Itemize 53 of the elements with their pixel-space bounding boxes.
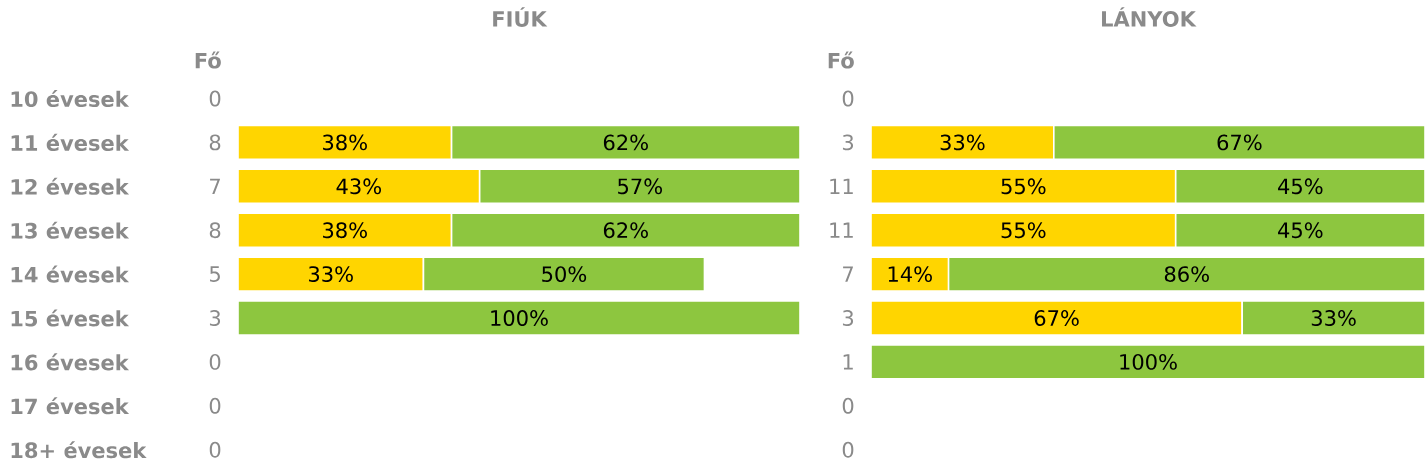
y2-tick-label: 0 [842, 90, 854, 107]
y2-tick-label: 3 [842, 310, 854, 326]
data-label: 67% [1217, 134, 1262, 151]
data-label: 62% [603, 222, 648, 239]
y2-tick-label: 7 [843, 266, 853, 282]
y2-tick-label: 3 [842, 134, 854, 151]
data-label: 50% [542, 266, 587, 283]
y-tick-label: 17 évesek [11, 397, 130, 415]
y-tick-label: 11 évesek [11, 133, 130, 151]
chart-title: LÁNYOK [1102, 7, 1197, 27]
y-tick-label: 13 évesek [11, 221, 130, 239]
data-label: 38% [323, 134, 367, 151]
data-label: 100% [1120, 353, 1177, 370]
data-label: 55% [1001, 178, 1046, 195]
y-tick-label: 14 évesek [11, 265, 130, 283]
data-label: 33% [308, 266, 353, 283]
y2-tick-label: 0 [209, 90, 221, 107]
y2-axis-title: Fő [828, 51, 854, 69]
y2-tick-label: 0 [842, 397, 854, 414]
data-label: 62% [603, 134, 648, 151]
y2-tick-label: 8 [209, 222, 221, 239]
y-tick-label: 12 évesek [11, 177, 130, 195]
y2-tick-label: 1 [843, 354, 853, 370]
y-tick-label: 18+ évesek [11, 441, 147, 459]
data-label: 100% [491, 310, 548, 326]
data-label: 67% [1034, 310, 1079, 326]
bar [870, 344, 1425, 380]
bar [237, 300, 801, 336]
y2-tick-label: 0 [209, 353, 221, 370]
y2-tick-label: 0 [209, 441, 221, 458]
y2-tick-label: 5 [209, 266, 220, 282]
data-label: 33% [1311, 310, 1356, 326]
y-tick-label: 16 évesek [11, 353, 130, 371]
data-label: 38% [323, 222, 367, 239]
y2-tick-label: 11 [830, 178, 853, 194]
y2-tick-label: 0 [842, 441, 854, 458]
y2-axis-title: Fő [195, 51, 221, 69]
data-label: 33% [940, 134, 985, 151]
data-label: 43% [336, 178, 382, 195]
chart-title: FIÚK [493, 7, 548, 27]
data-label: 45% [1278, 178, 1323, 195]
y-tick-label: 10 évesek [11, 89, 130, 108]
y-tick-label: 15 évesek [11, 309, 130, 327]
data-label: 57% [618, 178, 663, 195]
data-label: 14% [888, 266, 932, 283]
y2-tick-label: 11 [830, 222, 853, 238]
y2-tick-label: 3 [209, 310, 221, 326]
data-label: 86% [1164, 266, 1209, 283]
data-label: 45% [1278, 222, 1323, 239]
y2-tick-label: 0 [209, 397, 221, 414]
data-label: 55% [1001, 222, 1046, 239]
y2-tick-label: 8 [209, 134, 221, 151]
y2-tick-label: 7 [210, 178, 220, 194]
